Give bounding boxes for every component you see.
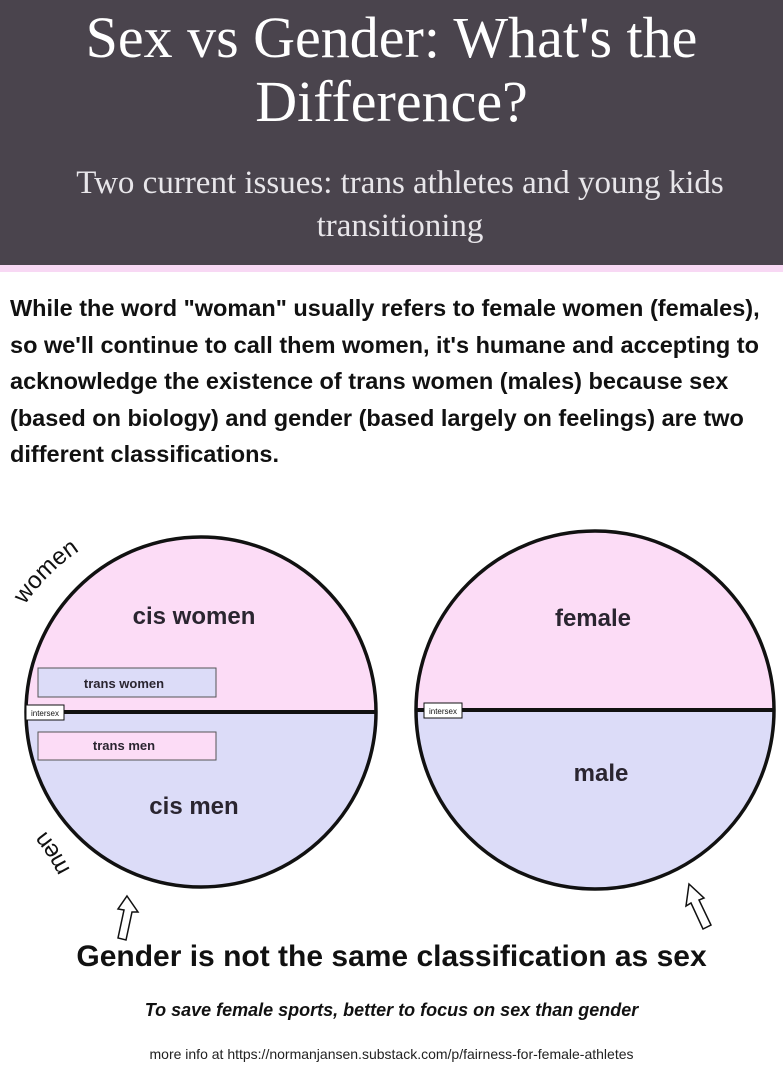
sex-intersex-label: intersex (429, 707, 457, 716)
arrow-up-icon (116, 894, 140, 941)
trans-women-box (37, 667, 217, 698)
cis-women-label: cis women (133, 603, 256, 630)
header-divider (0, 265, 783, 272)
men-arc-label: men (28, 827, 75, 880)
intro-paragraph: While the word "woman" usually refers to… (10, 295, 760, 467)
female-label: female (555, 605, 631, 632)
gender-intersex-label: intersex (31, 709, 59, 718)
trans-men-box (37, 731, 217, 761)
cis-men-label: cis men (149, 793, 238, 820)
trans-women-label: trans women (84, 676, 164, 691)
page-title: Sex vs Gender: What's the Difference? (85, 5, 698, 134)
sex-intersex-box (423, 702, 463, 719)
tagline: To save female sports, better to focus o… (144, 1000, 639, 1020)
trans-men-label: trans men (93, 738, 155, 753)
page-subtitle: Two current issues: trans athletes and y… (76, 165, 724, 244)
gender-circle: cis women cis men trans women trans men … (7, 534, 378, 889)
gender-intersex-box (25, 704, 65, 721)
male-label: male (574, 760, 629, 787)
sex-circle: female male intersex (414, 529, 776, 891)
footer-link[interactable]: more info at https://normanjansen.substa… (149, 1046, 634, 1062)
arrow-up-left-icon (685, 882, 712, 931)
caption: Gender is not the same classification as… (76, 940, 707, 973)
header-banner: Sex vs Gender: What's the Difference? Tw… (0, 0, 783, 265)
diagram: cis women cis men trans women trans men … (7, 529, 776, 941)
sex-bottom-half (416, 710, 774, 889)
